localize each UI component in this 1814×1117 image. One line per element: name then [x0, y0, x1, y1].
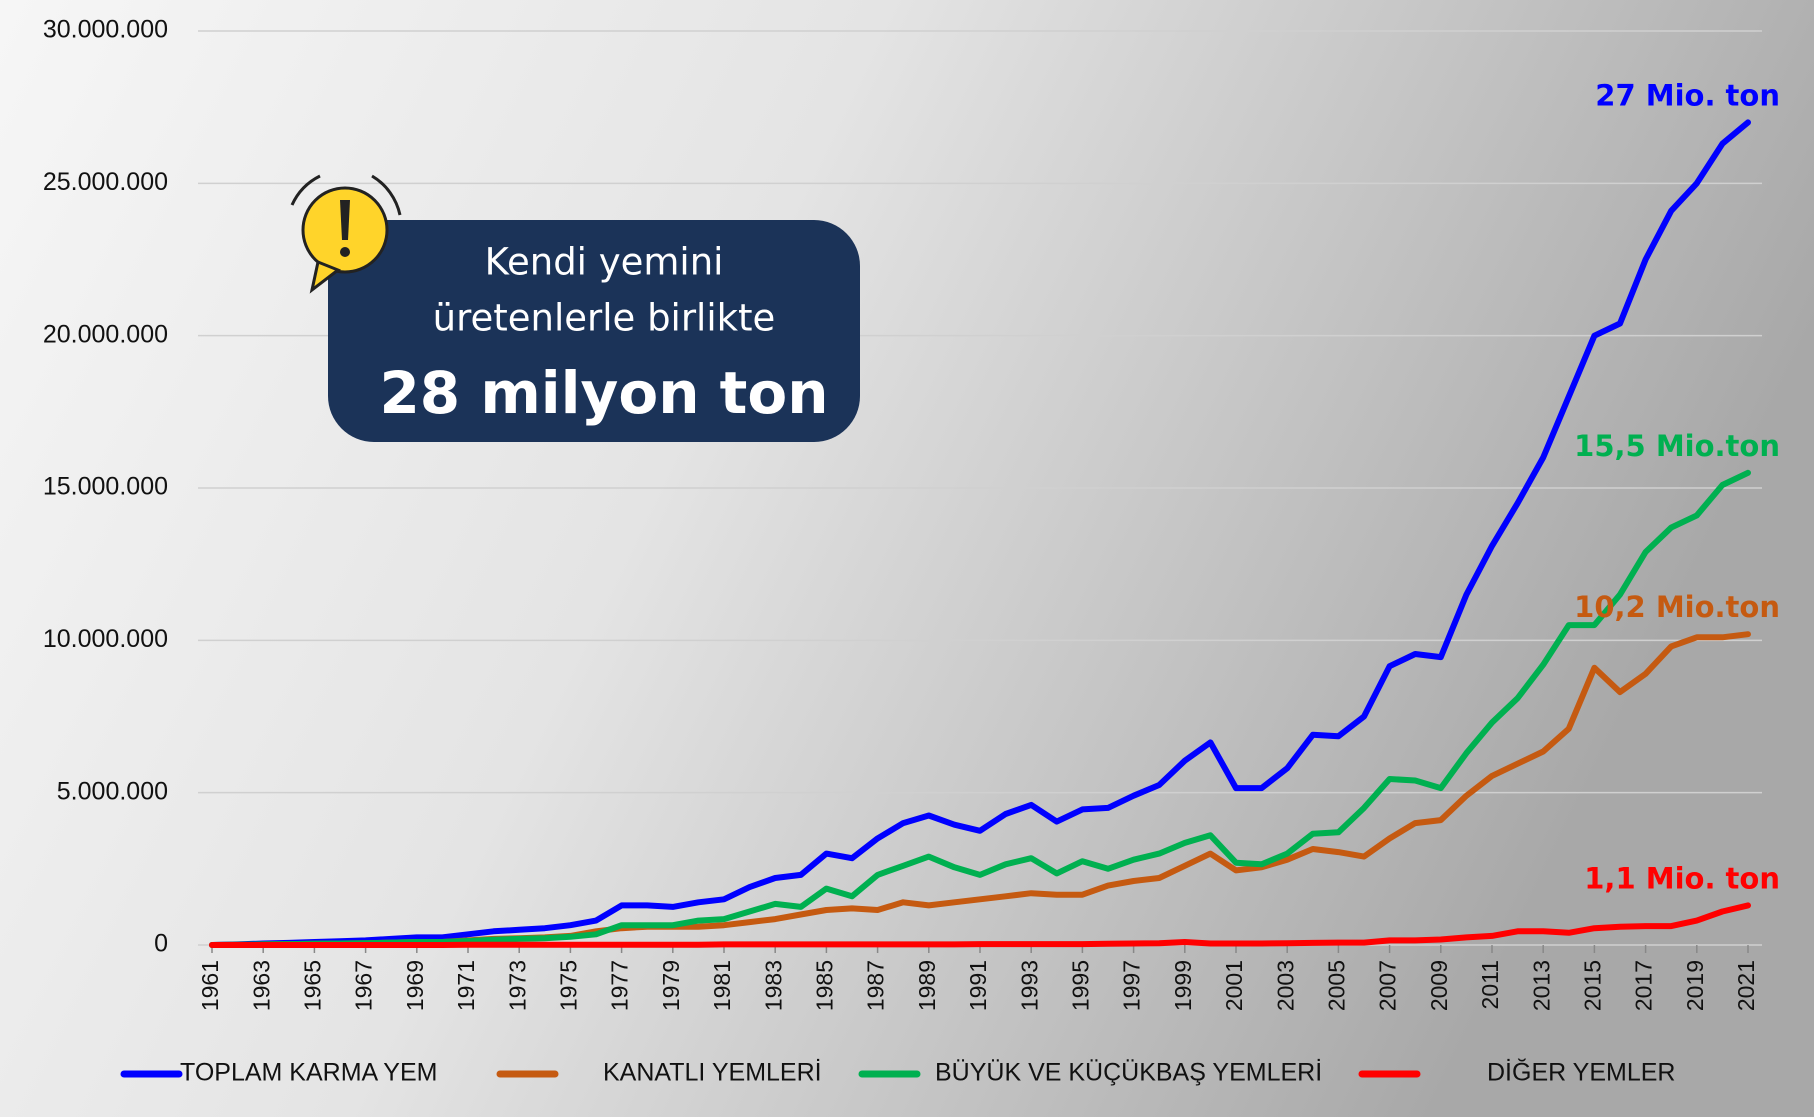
warning-mark: [340, 200, 350, 240]
warning-icon-tail: [309, 259, 342, 294]
x-tick-label: 1985: [811, 960, 837, 1011]
x-tick-label: 2007: [1375, 960, 1401, 1011]
x-tick-label: 2019: [1682, 960, 1708, 1011]
x-tick-label: 1975: [555, 960, 581, 1011]
x-tick-label: 2005: [1323, 960, 1349, 1011]
x-tick-label: 2009: [1426, 960, 1452, 1011]
legend-label: BÜYÜK VE KÜÇÜKBAŞ YEMLERİ: [935, 1058, 1322, 1087]
x-tick-label: 1977: [607, 960, 633, 1011]
series-line: [209, 469, 1751, 948]
warning-wave: [290, 174, 321, 206]
x-tick-label: 1997: [1119, 960, 1145, 1011]
x-tick-label: 2017: [1631, 960, 1657, 1011]
x-tick-label: 1995: [1067, 960, 1093, 1011]
y-tick-label: 20.000.000: [43, 320, 168, 348]
x-tick-label: 1971: [453, 960, 479, 1011]
x-tick-label: 2001: [1221, 960, 1247, 1011]
series-line: [209, 119, 1751, 948]
x-tick-label: 1973: [504, 960, 530, 1011]
x-tick-label: 2021: [1733, 960, 1759, 1011]
legend-label: KANATLI YEMLERİ: [603, 1058, 822, 1087]
y-tick-label: 30.000.000: [43, 16, 168, 44]
series-line: [209, 902, 1751, 948]
x-tick-label: 2003: [1272, 960, 1298, 1011]
x-tick-label: 1983: [760, 960, 786, 1011]
y-tick-label: 15.000.000: [43, 473, 168, 501]
callout-line: Kendi yemini: [485, 241, 724, 284]
callout: Kendi yemini üretenlerle birlikte 28 mil…: [290, 174, 860, 442]
x-tick-label: 1969: [402, 960, 428, 1011]
y-tick-label: 0: [154, 930, 168, 958]
x-tick-label: 2011: [1477, 960, 1503, 1009]
callout-highlight: 28 milyon ton: [379, 359, 828, 427]
x-tick-label: 1999: [1170, 960, 1196, 1011]
warning-dot: [340, 247, 350, 257]
end-label: 10,2 Mio.ton: [1574, 590, 1780, 624]
y-tick-label: 5.000.000: [57, 777, 168, 805]
x-tick-label: 1965: [299, 960, 325, 1011]
end-label: 15,5 Mio.ton: [1574, 429, 1780, 463]
x-tick-label: 1993: [1016, 960, 1042, 1011]
x-tick-label: 1961: [197, 960, 223, 1011]
x-tick-label: 1979: [658, 960, 684, 1011]
x-tick-label: 1991: [965, 960, 991, 1011]
callout-box: [328, 220, 860, 442]
x-tick-label: 1963: [248, 960, 274, 1011]
callout-line: üretenlerle birlikte: [433, 297, 776, 340]
y-tick-label: 10.000.000: [43, 625, 168, 653]
x-tick-label: 1989: [914, 960, 940, 1011]
y-tick-label: 25.000.000: [43, 168, 168, 196]
x-tick-label: 1987: [863, 960, 889, 1011]
warning-wave: [371, 174, 402, 216]
end-label: 27 Mio. ton: [1595, 78, 1780, 112]
x-tick-label: 1981: [709, 960, 735, 1011]
legend-label: TOPLAM KARMA YEM: [180, 1059, 437, 1087]
x-tick-label: 1967: [351, 960, 377, 1011]
end-label: 1,1 Mio. ton: [1584, 861, 1780, 895]
legend-label: DİĞER YEMLER: [1487, 1058, 1675, 1087]
x-tick-label: 2015: [1579, 960, 1605, 1011]
x-tick-label: 2013: [1528, 960, 1554, 1011]
